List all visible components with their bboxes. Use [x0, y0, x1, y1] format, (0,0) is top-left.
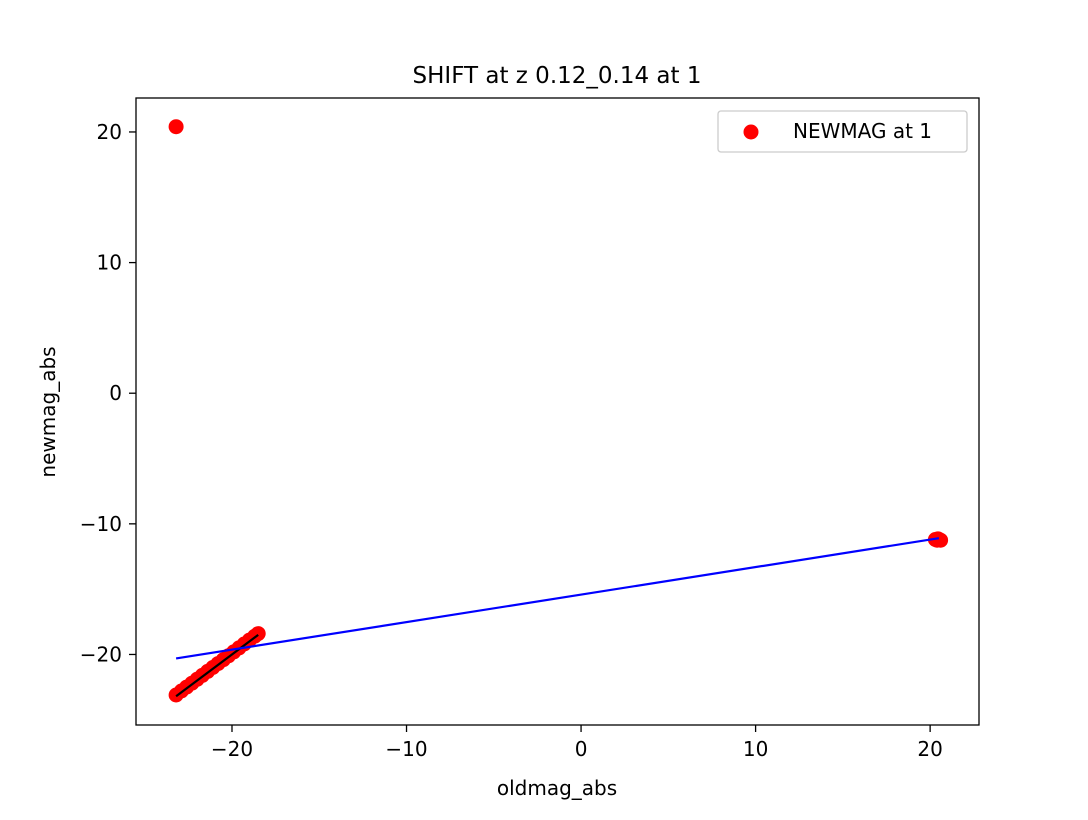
- y-tick-label: 20: [97, 120, 122, 144]
- x-tick-label: 20: [917, 737, 942, 761]
- legend-box: [717, 110, 968, 153]
- x-tick-label: −20: [211, 737, 253, 761]
- scatter-point: [168, 119, 184, 135]
- plot-frame: [135, 97, 980, 726]
- plot-area: [168, 119, 949, 703]
- x-tick-label: 0: [575, 737, 588, 761]
- y-tick-label: −20: [80, 642, 122, 666]
- legend: NEWMAG at 1: [717, 110, 968, 153]
- y-tick-label: 10: [97, 251, 122, 275]
- chart-title: SHIFT at z 0.12_0.14 at 1: [413, 63, 702, 89]
- y-tick-label: 0: [109, 381, 122, 405]
- x-tick-label: −10: [385, 737, 427, 761]
- axes: −20 −10 0 10 20 −20 −10 0 10 20: [80, 120, 943, 761]
- y-tick-label: −10: [80, 512, 122, 536]
- legend-label: NEWMAG at 1: [793, 119, 932, 143]
- x-tick-label: 10: [743, 737, 768, 761]
- y-axis-label: newmag_abs: [36, 346, 60, 477]
- fit-line: [175, 537, 940, 660]
- identity-line: [175, 634, 259, 698]
- legend-marker: [743, 124, 759, 140]
- x-axis-label: oldmag_abs: [497, 776, 617, 800]
